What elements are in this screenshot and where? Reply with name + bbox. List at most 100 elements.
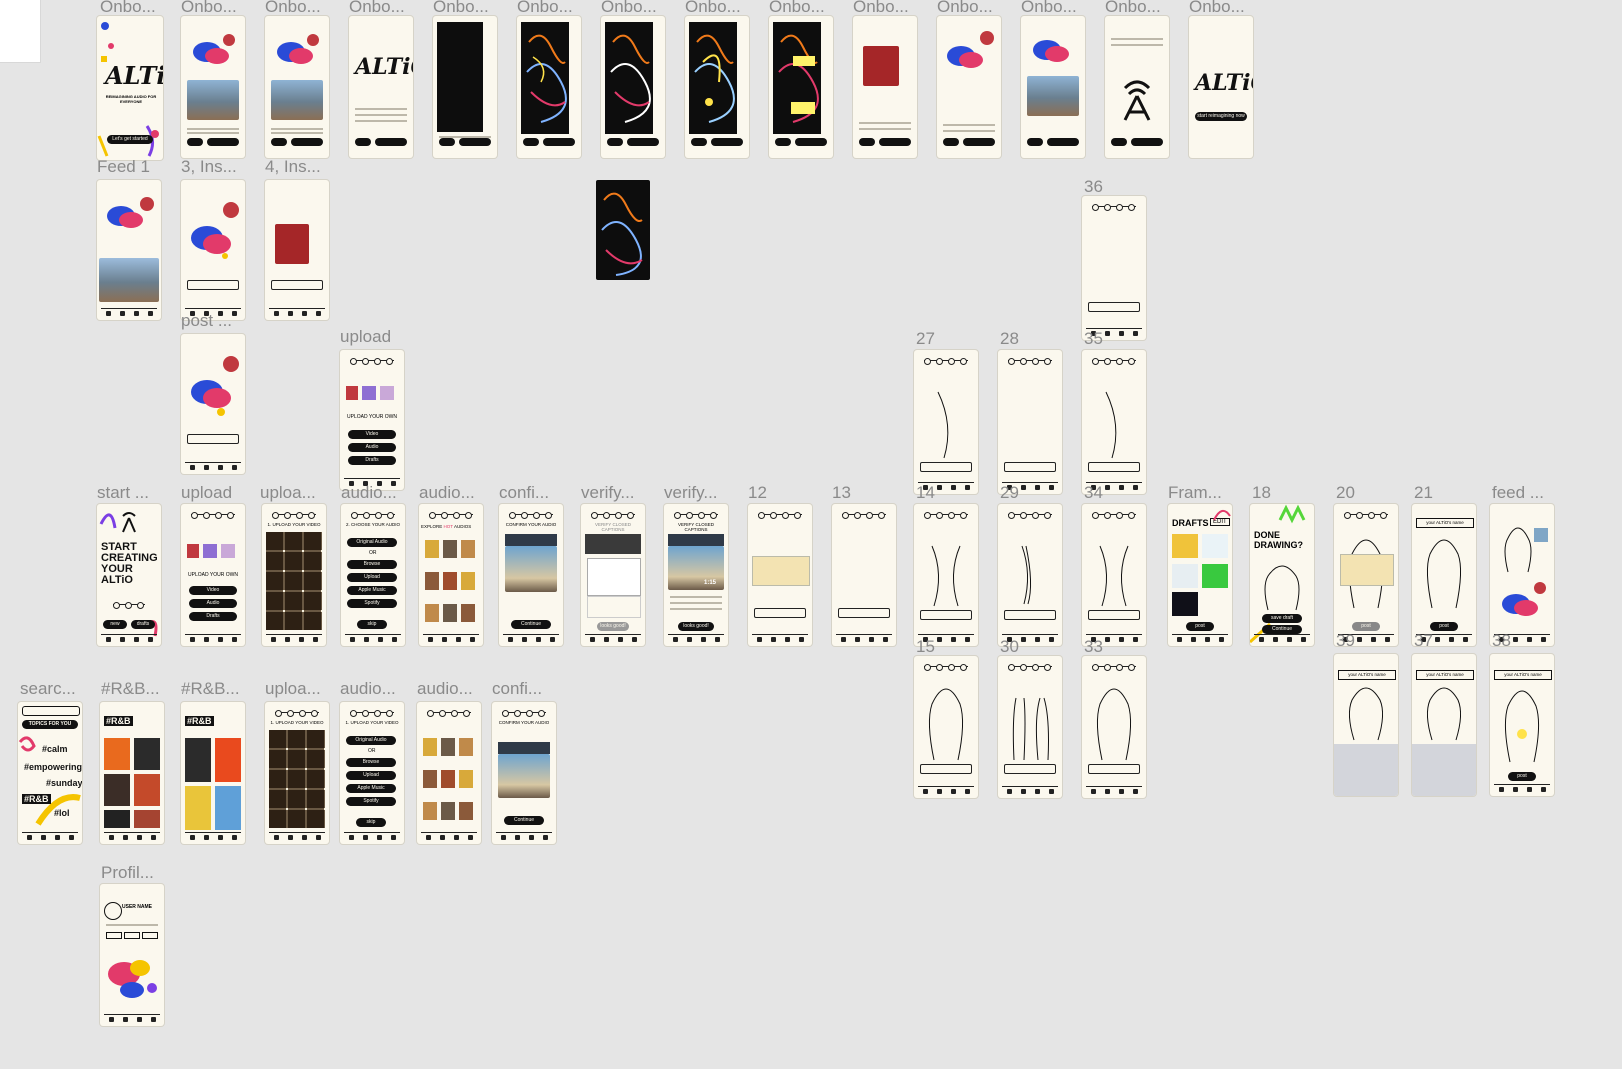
frame-label[interactable]: Onbo... bbox=[1021, 0, 1077, 16]
post-button[interactable]: post bbox=[1186, 622, 1214, 631]
frame-label[interactable]: 30 bbox=[1000, 637, 1019, 656]
explore-audio-frame[interactable]: EXPLORE HOT AUDIOS bbox=[419, 504, 483, 646]
rnb-frame-2[interactable]: #R&B bbox=[181, 702, 245, 844]
floating-drawing-frame[interactable] bbox=[596, 180, 650, 280]
feed-frame[interactable] bbox=[97, 180, 161, 320]
spotify-button[interactable]: Spotify bbox=[346, 797, 396, 806]
apple-music-button[interactable]: Apple Music bbox=[347, 586, 397, 595]
tag-rnb[interactable]: #R&B bbox=[22, 794, 51, 804]
start-creating-frame[interactable]: START CREATING YOUR ALTiO new drafts bbox=[97, 504, 161, 646]
frame-label[interactable]: Onbo... bbox=[1105, 0, 1161, 16]
frame-14[interactable] bbox=[914, 504, 978, 646]
original-audio-button[interactable]: Original Audio bbox=[347, 538, 397, 547]
get-started-button[interactable]: Let's get started bbox=[107, 135, 153, 144]
onboarding-frame-1[interactable]: ALTiO REIMAGINING AUDIO FOR EVERYONE Let… bbox=[97, 16, 163, 160]
onboarding-frame-13[interactable] bbox=[1105, 16, 1169, 158]
frame-label[interactable]: Onbo... bbox=[100, 0, 156, 16]
frame-20[interactable]: post bbox=[1334, 504, 1398, 646]
altio-name-field[interactable]: your ALTiO's name bbox=[1416, 670, 1474, 680]
post-button[interactable]: post bbox=[1352, 622, 1380, 631]
skip-button[interactable]: skip bbox=[357, 620, 387, 629]
frame-34[interactable] bbox=[1082, 504, 1146, 646]
browse-button[interactable]: Browse bbox=[346, 758, 396, 767]
frame-label[interactable]: #R&B... bbox=[181, 679, 240, 698]
upload-frame[interactable]: UPLOAD YOUR OWN Video Audio Drafts bbox=[340, 350, 404, 490]
upload-audio-frame[interactable]: 1. UPLOAD YOUR VIDEO Original Audio OR B… bbox=[340, 702, 404, 844]
post-frame[interactable] bbox=[181, 334, 245, 474]
frame-label[interactable]: 36 bbox=[1084, 177, 1103, 196]
frame-label[interactable]: Onbo... bbox=[349, 0, 405, 16]
drafts-frame[interactable]: DRAFTS EDIT post bbox=[1168, 504, 1232, 646]
search-input[interactable] bbox=[22, 706, 80, 716]
frame-label[interactable]: verify... bbox=[664, 483, 718, 502]
tag-lol[interactable]: #lol bbox=[54, 808, 70, 818]
frame-label[interactable]: Onbo... bbox=[937, 0, 993, 16]
onboarding-frame-5[interactable] bbox=[433, 16, 497, 158]
frame-38[interactable]: your ALTiO's name post bbox=[1490, 654, 1554, 796]
frame-label[interactable]: 14 bbox=[916, 483, 935, 502]
frame-label[interactable]: confi... bbox=[499, 483, 550, 502]
frame-label[interactable]: 20 bbox=[1336, 483, 1355, 502]
frame-label[interactable]: verify... bbox=[581, 483, 635, 502]
post-button[interactable]: post bbox=[1430, 622, 1458, 631]
frame-27[interactable] bbox=[914, 350, 978, 494]
frame-37[interactable]: your ALTiO's name bbox=[1412, 654, 1476, 796]
frame-label[interactable]: post ... bbox=[181, 311, 233, 330]
avatar[interactable] bbox=[104, 902, 122, 920]
frame-label[interactable]: audio... bbox=[340, 679, 396, 698]
frame-label[interactable]: Profil... bbox=[101, 863, 154, 882]
altio-name-field[interactable]: your ALTiO's name bbox=[1494, 670, 1552, 680]
frame-label[interactable]: confi... bbox=[492, 679, 543, 698]
frame-label[interactable]: Onbo... bbox=[853, 0, 909, 16]
frame-label[interactable]: 28 bbox=[1000, 329, 1019, 348]
tag-sunday[interactable]: #sunday bbox=[46, 778, 82, 788]
frame-label[interactable]: 33 bbox=[1084, 637, 1103, 656]
verify-captions-frame-1[interactable]: VERIFY CLOSED CAPTIONS looks good! bbox=[581, 504, 645, 646]
frame-label[interactable]: upload bbox=[340, 327, 392, 346]
frame-label[interactable]: Onbo... bbox=[1189, 0, 1245, 16]
upload-button[interactable]: Upload bbox=[347, 573, 397, 582]
frame-label[interactable]: 29 bbox=[1000, 483, 1019, 502]
onboarding-frame-12[interactable] bbox=[1021, 16, 1085, 158]
frame-39[interactable]: your ALTiO's name bbox=[1334, 654, 1398, 796]
tag-calm[interactable]: #calm bbox=[42, 744, 68, 754]
frame-label[interactable]: audio... bbox=[417, 679, 473, 698]
onboarding-frame-8[interactable] bbox=[685, 16, 749, 158]
frame-label[interactable]: Onbo... bbox=[433, 0, 489, 16]
frame-15[interactable] bbox=[914, 656, 978, 798]
confirm-audio-frame-2[interactable]: CONFIRM YOUR AUDIO Continue bbox=[492, 702, 556, 844]
frame-label[interactable]: audio... bbox=[341, 483, 397, 502]
frame-label[interactable]: 3, Ins... bbox=[181, 157, 237, 176]
upload-button[interactable]: Upload bbox=[346, 771, 396, 780]
frame-label[interactable]: audio... bbox=[419, 483, 475, 502]
onboarding-frame-6[interactable] bbox=[517, 16, 581, 158]
choose-audio-frame[interactable]: 2. CHOOSE YOUR AUDIO Original Audio OR B… bbox=[341, 504, 405, 646]
frame-label[interactable]: Onbo... bbox=[265, 0, 321, 16]
onboarding-frame-2[interactable] bbox=[181, 16, 245, 158]
audio-button[interactable]: Audio bbox=[189, 599, 237, 608]
drafts-button[interactable]: Drafts bbox=[348, 456, 396, 465]
audio-button[interactable]: Audio bbox=[348, 443, 396, 452]
tag-empowering[interactable]: #empowering bbox=[24, 762, 82, 772]
onboarding-frame-7[interactable] bbox=[601, 16, 665, 158]
insight-frame-3[interactable] bbox=[181, 180, 245, 320]
video-button[interactable]: Video bbox=[348, 430, 396, 439]
frame-label[interactable]: 38 bbox=[1492, 631, 1511, 650]
upload-video-frame[interactable]: 1. UPLOAD YOUR VIDEO bbox=[262, 504, 326, 646]
looks-good-button[interactable]: looks good! bbox=[678, 622, 714, 631]
post-button[interactable]: post bbox=[1508, 772, 1536, 781]
frame-label[interactable]: 35 bbox=[1084, 329, 1103, 348]
insight-frame-4[interactable] bbox=[265, 180, 329, 320]
feed-frame-2[interactable] bbox=[1490, 504, 1554, 646]
frame-label[interactable]: searc... bbox=[20, 679, 76, 698]
frame-label[interactable]: 4, Ins... bbox=[265, 157, 321, 176]
search-frame[interactable]: TOPICS FOR YOU #calm #empowering #sunday… bbox=[18, 702, 82, 844]
frame-label[interactable]: Onbo... bbox=[517, 0, 573, 16]
explore-audio-frame-2[interactable] bbox=[417, 702, 481, 844]
start-reimagining-button[interactable]: start reimagining now bbox=[1195, 112, 1247, 121]
frame-label[interactable]: Onbo... bbox=[601, 0, 657, 16]
verify-captions-frame-2[interactable]: VERIFY CLOSED CAPTIONS 1:15 looks good! bbox=[664, 504, 728, 646]
frame-label[interactable]: uploa... bbox=[265, 679, 321, 698]
profile-frame[interactable]: USER NAME bbox=[100, 884, 164, 1026]
onboarding-frame-9[interactable] bbox=[769, 16, 833, 158]
